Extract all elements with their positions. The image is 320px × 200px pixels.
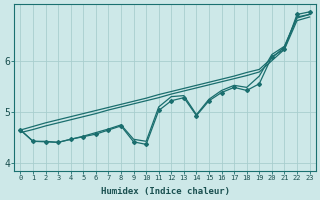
X-axis label: Humidex (Indice chaleur): Humidex (Indice chaleur) (100, 187, 229, 196)
